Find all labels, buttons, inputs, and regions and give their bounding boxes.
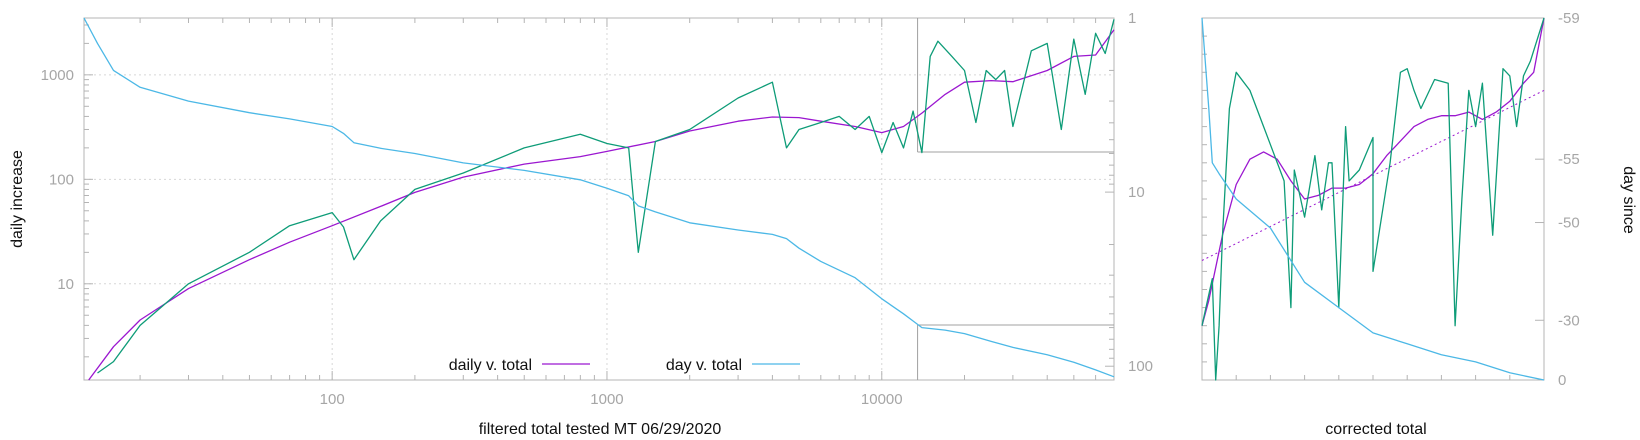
series-daily-raw <box>97 19 1115 374</box>
series-daily-v-total <box>88 29 1115 381</box>
y-tick-label: 10 <box>57 276 74 293</box>
main-y-axis-label: daily increase <box>9 150 26 248</box>
inset-x-axis-label: corrected total <box>1325 421 1426 438</box>
inset-y2-tick-label: -59 <box>1558 10 1580 27</box>
inset-chart-panel: -59 -55 -50 -30 0 corrected total day since <box>1201 10 1637 438</box>
series-day-v-total <box>83 17 1115 378</box>
x-tick-label: 100 <box>320 391 345 408</box>
legend-label-daily: daily v. total <box>449 357 532 374</box>
main-chart-panel: 100 1000 10000 10 100 1000 1 10 100 filtered tot… <box>9 10 1153 438</box>
main-x-axis-label: filtered total tested MT 06/29/2020 <box>479 421 722 438</box>
x-tick-label: 10000 <box>861 391 903 408</box>
main-plot-frame <box>83 17 1115 381</box>
zoom-inset-indicator <box>917 18 1114 380</box>
y-tick-label: 100 <box>49 171 74 188</box>
main-axis-ticks: 100 1000 10000 10 100 1000 1 10 100 <box>41 10 1153 408</box>
x-tick-label: 1000 <box>590 391 623 408</box>
inset-series-daily-raw <box>1201 17 1545 381</box>
inset-y2-tick-label: -55 <box>1558 151 1580 168</box>
inset-y2-tick-label: -30 <box>1558 312 1580 329</box>
inset-y2-tick-label: 0 <box>1558 372 1566 389</box>
legend-label-day: day v. total <box>666 357 742 374</box>
inset-axis-ticks: -59 -55 -50 -30 0 <box>1202 10 1580 389</box>
main-grid <box>84 18 1114 380</box>
legend: daily v. total day v. total <box>449 357 800 374</box>
y2-tick-label: 100 <box>1128 358 1153 375</box>
inset-series-group <box>1201 17 1545 381</box>
inset-y2-axis-label: day since <box>1620 166 1637 234</box>
y-tick-label: 1000 <box>41 67 74 84</box>
inset-y2-tick-label: -50 <box>1558 215 1580 232</box>
y2-tick-label: 1 <box>1128 10 1136 27</box>
inset-series-day <box>1201 17 1545 381</box>
main-series-group <box>83 17 1115 381</box>
y2-tick-label: 10 <box>1128 184 1145 201</box>
